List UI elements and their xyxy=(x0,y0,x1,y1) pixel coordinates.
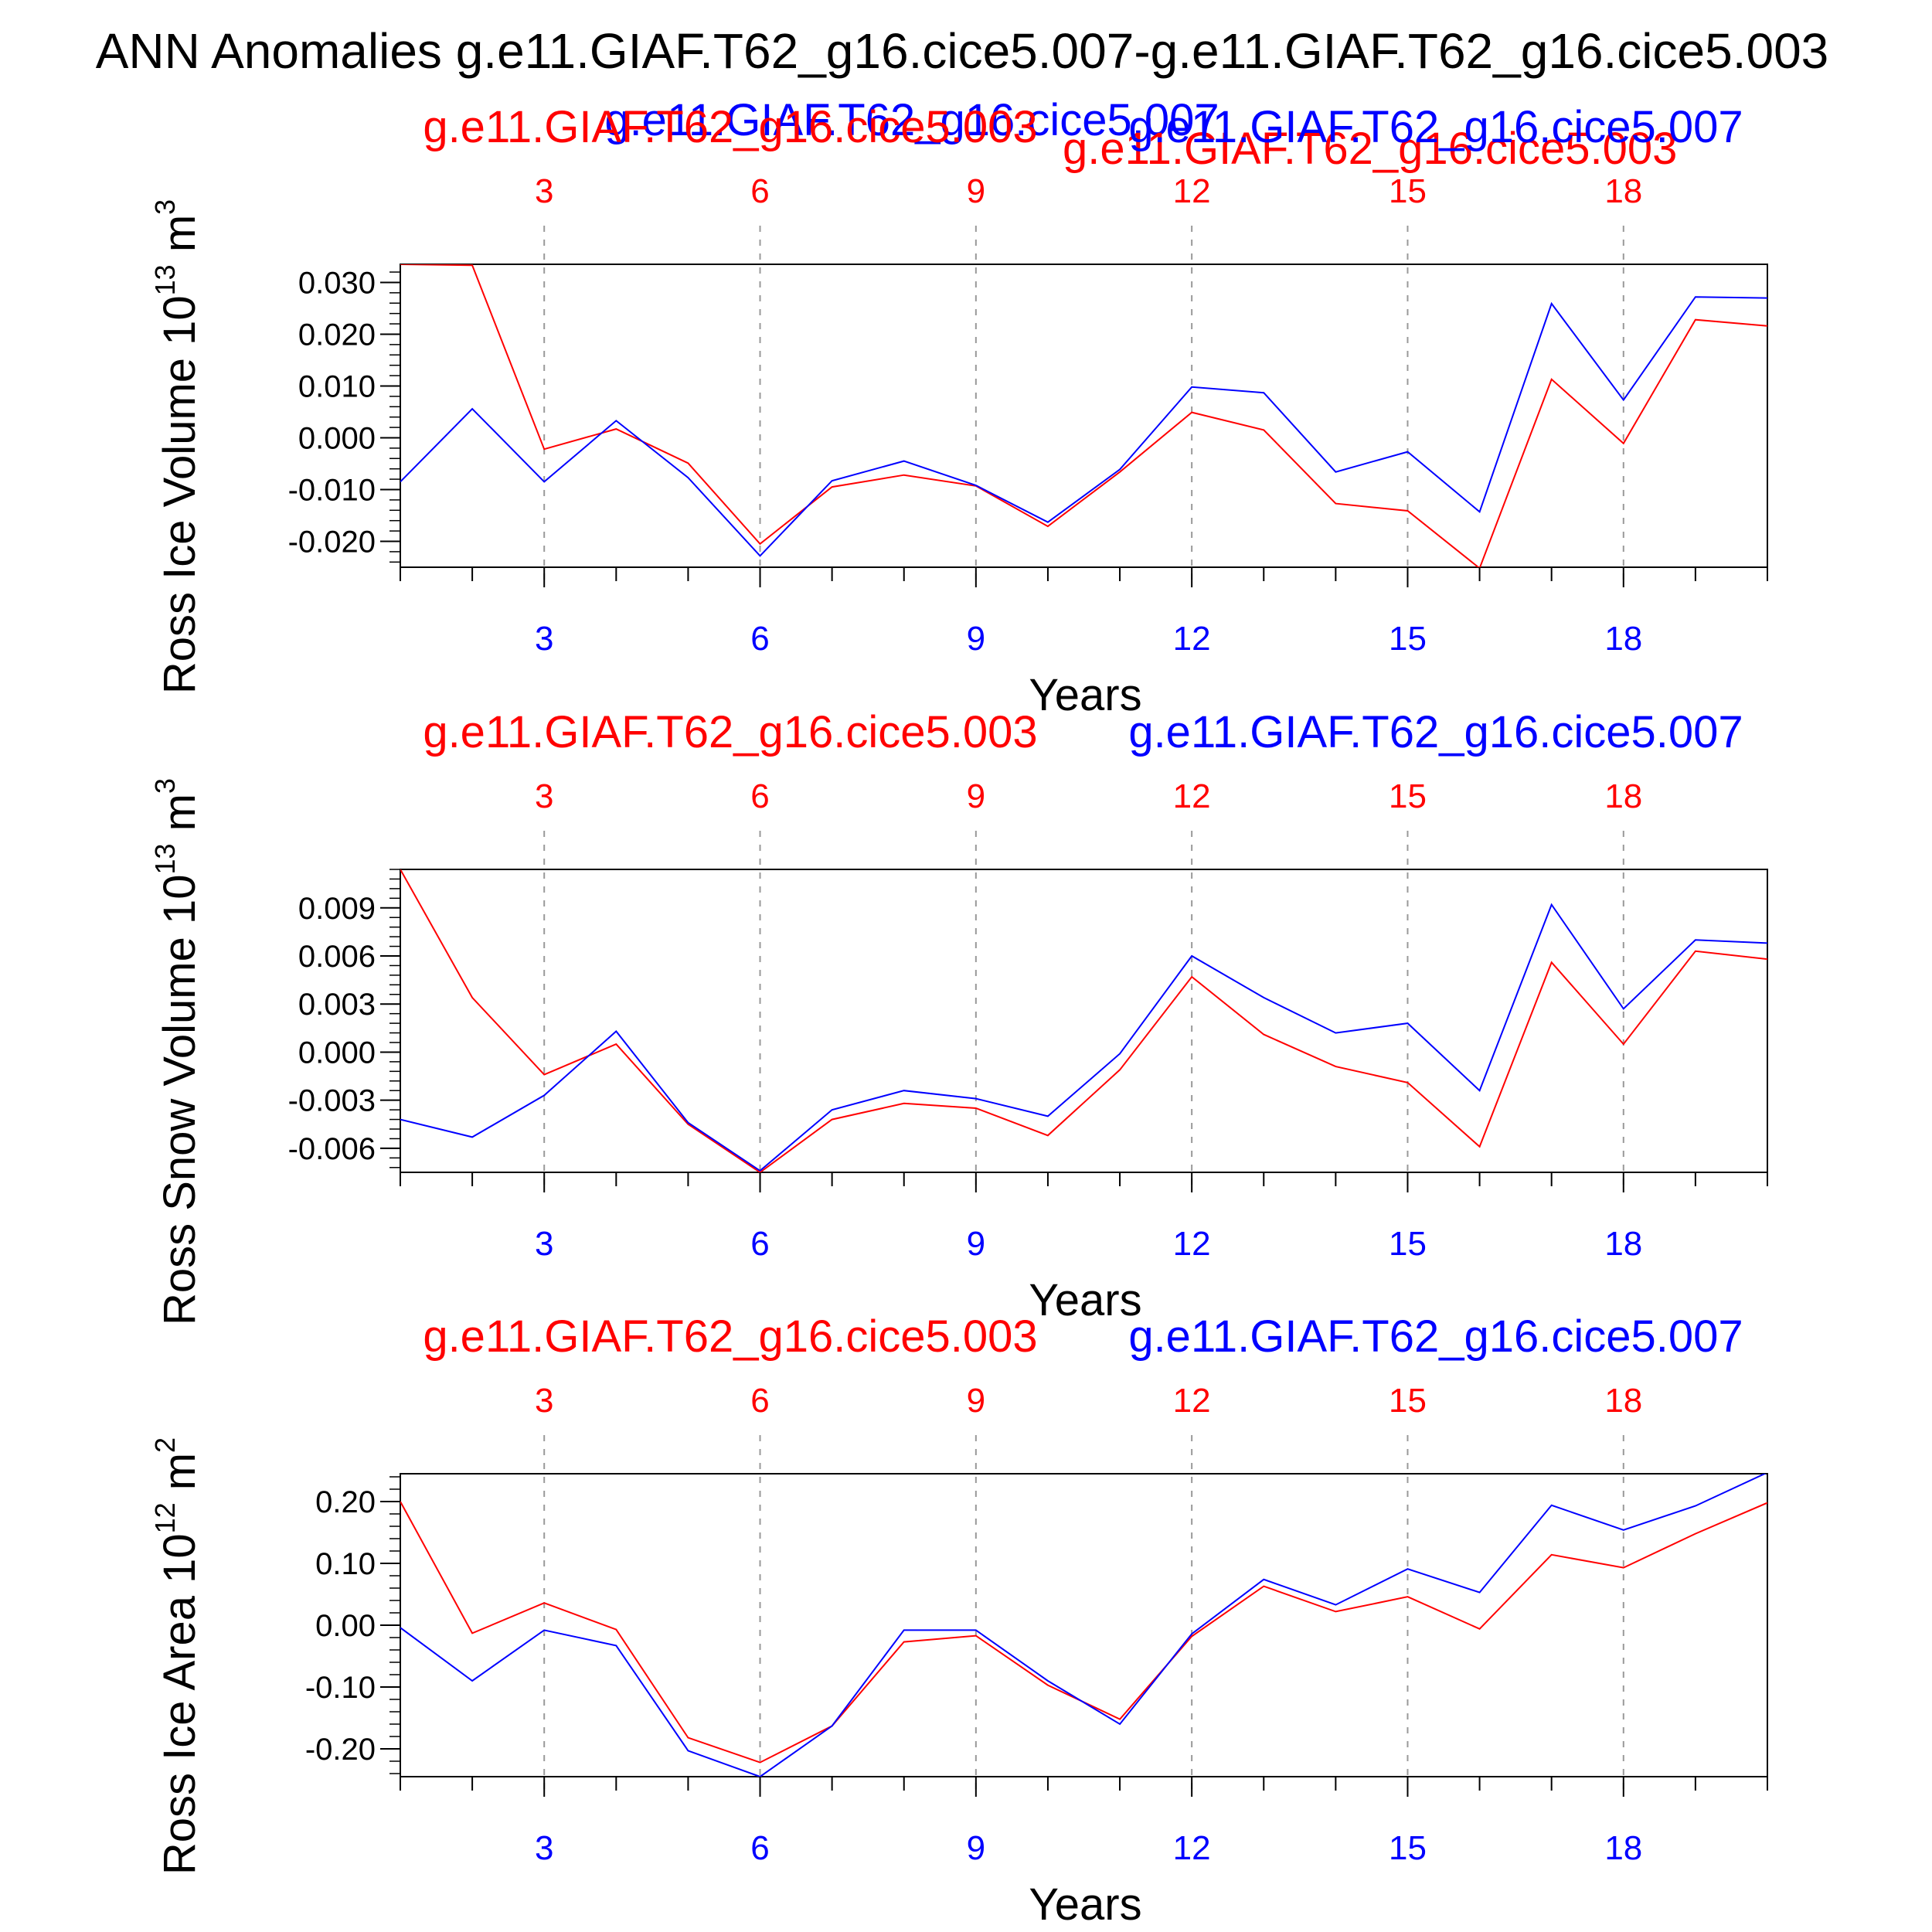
bottom-x-tick-label: 12 xyxy=(1173,1225,1211,1263)
y-tick-label: 0.010 xyxy=(298,369,376,403)
series-line-blue xyxy=(400,903,1767,1172)
y-axis-title-unit-exponent: 2 xyxy=(149,1437,181,1453)
series-label-red: g.e11.GIAF.T62_g16.cice5.003 xyxy=(423,1311,1037,1362)
bottom-x-tick-label: 15 xyxy=(1389,1225,1427,1263)
y-axis-title-exponent: 13 xyxy=(149,264,181,295)
x-axis-title: Years xyxy=(1029,670,1141,720)
bottom-x-tick-label: 12 xyxy=(1173,1829,1211,1867)
y-axis-title-unit: m xyxy=(155,794,205,843)
y-axis-title-unit-exponent: 3 xyxy=(149,778,181,794)
top-x-tick-label: 18 xyxy=(1604,172,1642,210)
series-line-red xyxy=(400,1501,1767,1764)
series-line-blue xyxy=(400,296,1767,557)
top-x-tick-label: 6 xyxy=(750,1382,769,1420)
y-axis-title-unit: m xyxy=(155,215,205,264)
bottom-x-tick-label: 6 xyxy=(750,620,769,658)
bottom-x-tick-label: 18 xyxy=(1604,1829,1642,1867)
top-x-tick-label: 6 xyxy=(750,172,769,210)
y-tick-label: -0.10 xyxy=(305,1671,376,1705)
y-tick-label: 0.000 xyxy=(298,1036,376,1070)
top-x-tick-label: 15 xyxy=(1389,172,1427,210)
y-tick-label: 0.020 xyxy=(298,318,376,352)
x-axis-title: Years xyxy=(1029,1275,1141,1325)
y-tick-label: -0.006 xyxy=(288,1132,376,1166)
y-tick-label: -0.010 xyxy=(288,473,376,507)
bottom-x-tick-label: 12 xyxy=(1173,620,1211,658)
bottom-x-tick-label: 9 xyxy=(967,1225,985,1263)
chart-panel-2: -0.006 -0.003 0.000 0.003 0.006 0.009 3 3 6 6 9 9 12… xyxy=(149,707,1768,1325)
series-line-red xyxy=(400,264,1767,567)
bottom-x-tick-label: 3 xyxy=(535,620,553,658)
y-axis-title: Ross Ice Area 1012 m2 xyxy=(149,1437,205,1875)
y-tick-label: 0.20 xyxy=(315,1485,376,1519)
y-tick-label: -0.20 xyxy=(305,1733,376,1767)
bottom-x-tick-label: 6 xyxy=(750,1829,769,1867)
plot-frame xyxy=(400,264,1768,568)
extra-run-label-red: g.e11.GIAF.T62_g16.cice5.003 xyxy=(1063,124,1677,174)
y-axis-title-main: Ross Ice Area 10 xyxy=(155,1533,205,1875)
chart-panel-3: -0.20 -0.10 0.00 0.10 0.20 3 3 6 6 9 9 12 12 15 15 18 18… xyxy=(149,1311,1768,1930)
bottom-x-tick-label: 6 xyxy=(750,1225,769,1263)
top-x-tick-label: 9 xyxy=(967,172,985,210)
y-axis-title-main: Ross Ice Volume 10 xyxy=(155,295,205,694)
y-tick-label: -0.003 xyxy=(288,1084,376,1118)
plot-frame xyxy=(400,869,1768,1173)
series-label-blue: g.e11.GIAF.T62_g16.cice5.007 xyxy=(1128,1311,1743,1362)
y-tick-label: -0.020 xyxy=(288,525,376,559)
extra-run-label-blue: g.e11.GIAF.T62_g16.cice5.007 xyxy=(604,95,1219,145)
series-line-red xyxy=(400,869,1767,1172)
top-x-tick-label: 9 xyxy=(967,1382,985,1420)
top-x-tick-label: 3 xyxy=(535,1382,553,1420)
top-x-tick-label: 15 xyxy=(1389,777,1427,815)
x-axis-title: Years xyxy=(1029,1879,1141,1930)
top-x-tick-label: 18 xyxy=(1604,1382,1642,1420)
series-label-blue: g.e11.GIAF.T62_g16.cice5.007 xyxy=(1128,102,1743,152)
bottom-x-tick-label: 3 xyxy=(535,1225,553,1263)
y-tick-label: 0.10 xyxy=(315,1547,376,1581)
y-axis-title-unit-exponent: 3 xyxy=(149,199,181,215)
y-tick-label: 0.000 xyxy=(298,421,376,455)
bottom-x-tick-label: 15 xyxy=(1389,1829,1427,1867)
top-x-tick-label: 6 xyxy=(750,777,769,815)
y-axis-title: Ross Ice Volume 1013 m3 xyxy=(149,199,205,694)
chart-panel-1: -0.020 -0.010 0.000 0.010 0.020 0.030 3 3 6 6 9 9 12… xyxy=(149,102,1768,720)
y-axis-title-unit: m xyxy=(155,1453,205,1502)
top-x-tick-label: 9 xyxy=(967,777,985,815)
bottom-x-tick-label: 9 xyxy=(967,1829,985,1867)
bottom-x-tick-label: 15 xyxy=(1389,620,1427,658)
series-label-red: g.e11.GIAF.T62_g16.cice5.003 xyxy=(423,707,1037,757)
top-x-tick-label: 12 xyxy=(1173,172,1211,210)
bottom-x-tick-label: 9 xyxy=(967,620,985,658)
y-axis-title-main: Ross Snow Volume 10 xyxy=(155,874,205,1325)
y-axis-title-exponent: 12 xyxy=(149,1502,181,1533)
y-axis-title: Ross Snow Volume 1013 m3 xyxy=(149,778,205,1325)
y-tick-label: 0.006 xyxy=(298,940,376,974)
y-tick-label: 0.00 xyxy=(315,1609,376,1643)
bottom-x-tick-label: 3 xyxy=(535,1829,553,1867)
figure-title: ANN Anomalies g.e11.GIAF.T62_g16.cice5.0… xyxy=(96,23,1829,79)
top-x-tick-label: 15 xyxy=(1389,1382,1427,1420)
bottom-x-tick-label: 18 xyxy=(1604,620,1642,658)
series-label-blue: g.e11.GIAF.T62_g16.cice5.007 xyxy=(1128,707,1743,757)
top-x-tick-label: 12 xyxy=(1173,777,1211,815)
top-x-tick-label: 3 xyxy=(535,777,553,815)
series-line-blue xyxy=(400,1474,1767,1777)
y-tick-label: 0.003 xyxy=(298,988,376,1022)
series-label-red: g.e11.GIAF.T62_g16.cice5.003 xyxy=(423,102,1037,152)
y-axis-title-exponent: 13 xyxy=(149,843,181,874)
y-tick-label: 0.030 xyxy=(298,266,376,300)
panels: -0.020 -0.010 0.000 0.010 0.020 0.030 3 3 6 6 9 9 12… xyxy=(149,102,1768,1930)
top-x-tick-label: 18 xyxy=(1604,777,1642,815)
top-x-tick-label: 12 xyxy=(1173,1382,1211,1420)
top-x-tick-label: 3 xyxy=(535,172,553,210)
y-tick-label: 0.009 xyxy=(298,892,376,926)
bottom-x-tick-label: 18 xyxy=(1604,1225,1642,1263)
